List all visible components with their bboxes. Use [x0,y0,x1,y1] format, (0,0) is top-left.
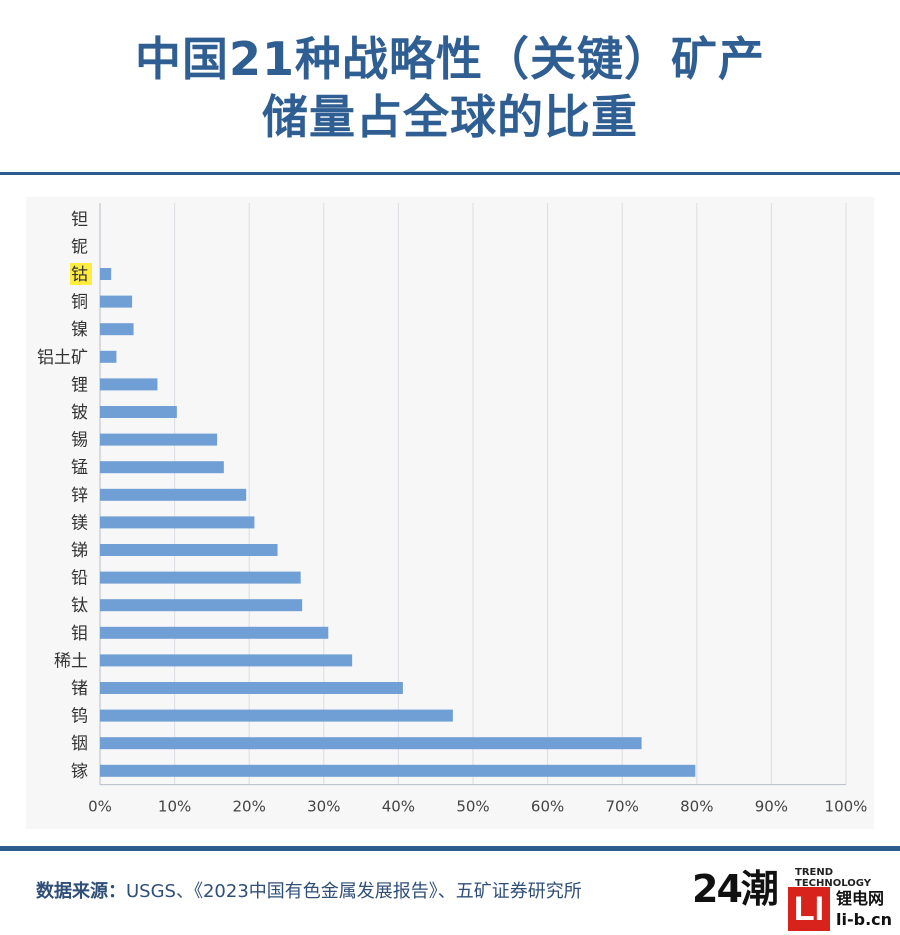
source-text: USGS、《2023中国有色金属发展报告》、五矿证券研究所 [126,881,582,902]
bar [100,378,158,391]
bar [100,709,453,722]
trend-word: TREND [795,867,834,878]
bar [100,654,353,667]
category-label: 铅 [71,569,88,589]
bar [100,406,177,418]
category-label: 镓 [71,762,88,782]
bar [100,350,117,363]
category-label: 镁 [71,513,88,533]
category-label: 锌 [71,486,88,506]
x-tick-label: 20% [233,798,266,816]
chart-panel: 0% 10% 20% 30% 40% 50% 60% 70% 80% 90% 100% 钽铌钴铜镍铝土… [26,197,874,829]
title-line-2: 储量占全球的比重 [262,90,638,144]
x-tick-label: 10% [158,798,191,816]
bar [100,488,247,501]
bar [100,433,218,446]
top-divider [0,172,900,175]
x-tick-label: 50% [456,798,489,816]
bar [100,571,301,584]
source-note: 数据来源：USGS、《2023中国有色金属发展报告》、五矿证券研究所 [36,877,582,903]
category-label: 铟 [71,734,88,754]
x-tick-label: 40% [382,798,415,816]
category-label: 钨 [71,707,88,727]
page-title: 中国21种战略性（关键）矿产 储量占全球的比重 [0,30,900,146]
li-logo-domain: li-b.cn [836,910,893,929]
li-logo-mark: LI [788,887,830,931]
bar [100,626,329,639]
bar [100,268,112,280]
category-label: 钴 [71,265,88,285]
source-label: 数据来源： [36,881,126,902]
category-label: 镍 [71,320,88,340]
category-label: 稀土 [54,651,88,671]
technology-word: TECHNOLOGY [795,878,871,889]
bar [100,323,134,336]
category-label: 锑 [71,541,88,561]
category-label: 铜 [71,293,88,313]
category-label: 钽 [71,210,88,230]
bar [100,682,403,694]
x-tick-label: 70% [606,798,639,816]
x-tick-label: 90% [755,798,788,816]
bar [100,764,696,777]
bar [100,516,255,529]
x-tick-label: 80% [680,798,713,816]
category-label: 锡 [71,431,88,451]
bar-chart: 0% 10% 20% 30% 40% 50% 60% 70% 80% 90% 100% 钽铌钴铜镍铝土… [37,203,868,816]
bar [100,737,642,750]
bar [100,544,278,556]
category-label: 锰 [71,458,88,478]
title-line-1: 中国21种战略性（关键）矿产 [134,32,765,86]
category-label: 钛 [71,596,88,616]
category-label: 锂 [71,375,88,395]
bar [100,599,303,612]
category-label: 铝土矿 [37,348,88,368]
li-logo-name: 锂电网 [836,889,885,908]
x-tick-label: 30% [307,798,340,816]
category-highlight [70,263,92,285]
category-label: 铌 [71,237,88,257]
x-tick-label: 100% [825,798,868,816]
category-label: 钼 [71,624,88,644]
category-label: 锗 [71,679,88,699]
li-logo-text: 锂电网 li-b.cn [836,888,892,930]
trend-logo-text: TREND TECHNOLOGY [795,867,871,889]
trend-logo: 24潮 [692,867,779,911]
bar [100,461,224,474]
bottom-divider [0,846,900,851]
bar [100,295,133,308]
x-tick-label: 0% [88,798,112,816]
x-tick-label: 60% [531,798,564,816]
category-label: 铍 [71,403,88,423]
